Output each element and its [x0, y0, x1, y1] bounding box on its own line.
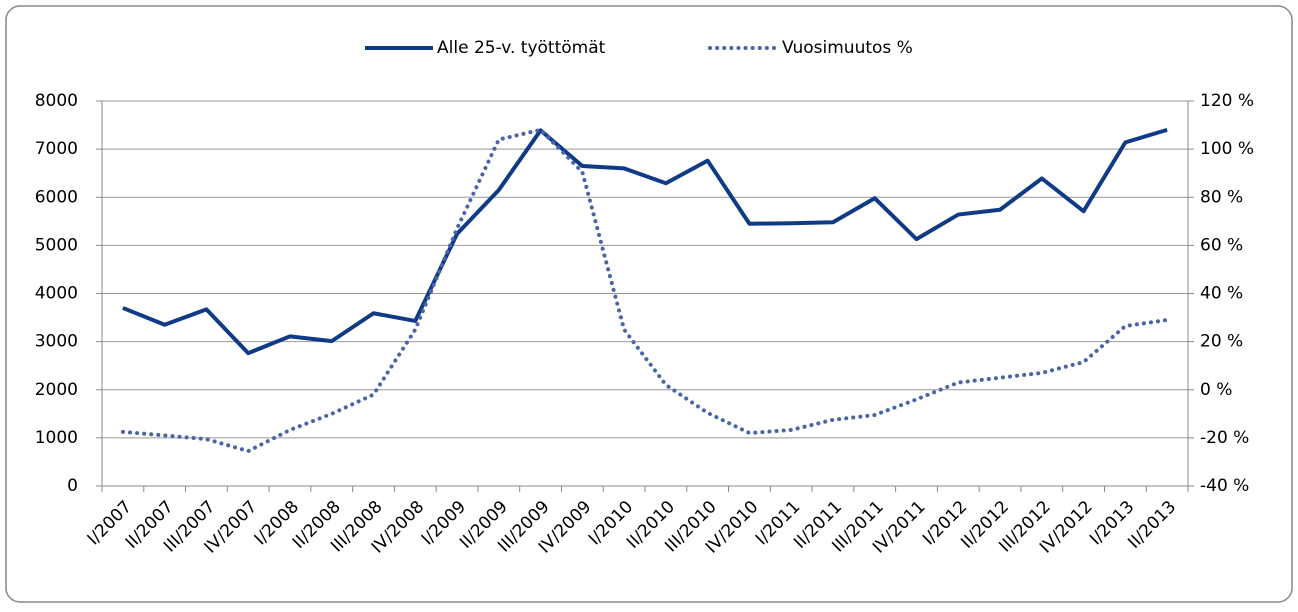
y2-tick-label: 120 %: [1200, 91, 1254, 111]
legend-label: Vuosimuutos %: [782, 38, 913, 58]
y-tick-label: 4000: [35, 284, 78, 304]
y-tick-label: 8000: [35, 91, 78, 111]
series-line: [122, 127, 1168, 356]
y-tick-label: 6000: [35, 187, 78, 207]
y-tick-label: 5000: [35, 235, 78, 255]
y-tick-label: 0: [67, 476, 78, 496]
y2-tick-label: 0 %: [1200, 380, 1232, 400]
y2-tick-label: 100 %: [1200, 139, 1254, 159]
chart-border: [5, 5, 1293, 603]
y-tick-label: 3000: [35, 332, 78, 352]
y2-tick-label: 20 %: [1200, 332, 1243, 352]
legend-label: Alle 25-v. työttömät: [437, 38, 606, 58]
y2-tick-label: 40 %: [1200, 284, 1243, 304]
y-tick-label: 2000: [35, 380, 78, 400]
y2-tick-label: -20 %: [1200, 428, 1249, 448]
y-tick-label: 7000: [35, 139, 78, 159]
y2-tick-label: -40 %: [1200, 476, 1249, 496]
y-tick-label: 1000: [35, 428, 78, 448]
y2-tick-label: 60 %: [1200, 235, 1243, 255]
y2-tick-label: 80 %: [1200, 187, 1243, 207]
